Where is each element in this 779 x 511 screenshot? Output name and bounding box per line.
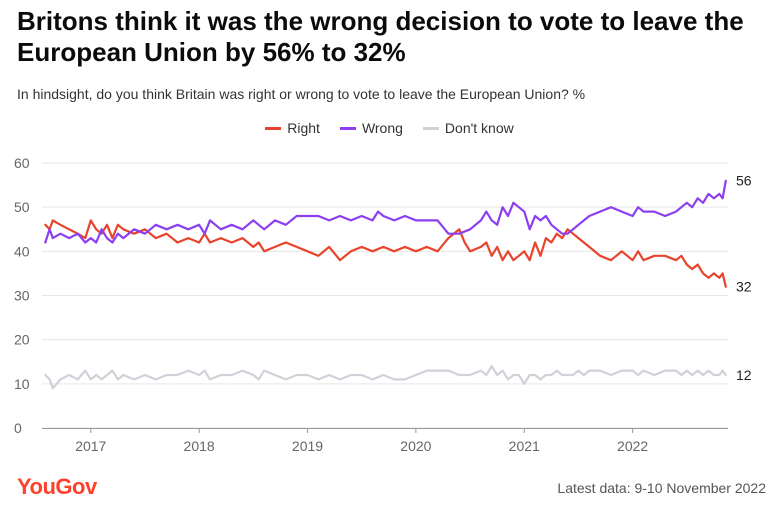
legend-item-dontknow[interactable]: Don't know xyxy=(422,120,514,136)
y-tick-label: 30 xyxy=(14,288,30,304)
x-tick-label: 2020 xyxy=(400,438,431,454)
series-line-right xyxy=(44,219,727,288)
x-tick-label: 2019 xyxy=(292,438,323,454)
legend-label-right: Right xyxy=(287,120,320,136)
x-tick-label: 2022 xyxy=(617,438,648,454)
x-tick-label: 2021 xyxy=(509,438,540,454)
series-line-dontknow xyxy=(44,365,727,390)
legend-swatch-dontknow xyxy=(422,126,439,130)
y-tick-label: 50 xyxy=(14,199,30,215)
y-tick-label: 20 xyxy=(14,332,30,348)
y-tick-label: 60 xyxy=(14,155,30,171)
chart-title: Britons think it was the wrong decision … xyxy=(17,6,744,67)
latest-data-note: Latest data: 9-10 November 2022 xyxy=(557,480,766,496)
legend-item-wrong[interactable]: Wrong xyxy=(339,120,403,136)
x-tick-label: 2018 xyxy=(184,438,215,454)
legend-label-wrong: Wrong xyxy=(361,120,403,136)
y-tick-label: 0 xyxy=(14,420,22,436)
legend-swatch-wrong xyxy=(339,126,356,130)
y-tick-label: 40 xyxy=(14,243,30,259)
legend-label-dontknow: Don't know xyxy=(444,120,514,136)
end-label-dontknow: 12 xyxy=(736,367,752,383)
end-label-wrong: 56 xyxy=(736,173,752,189)
legend: Right Wrong Don't know xyxy=(0,120,779,136)
series-line-wrong xyxy=(44,179,727,244)
legend-item-right[interactable]: Right xyxy=(265,120,320,136)
yougov-logo: YouGov xyxy=(17,474,97,499)
end-label-right: 32 xyxy=(736,279,752,295)
chart-subtitle: In hindsight, do you think Britain was r… xyxy=(17,86,586,102)
y-tick-label: 10 xyxy=(14,376,30,392)
x-tick-label: 2017 xyxy=(75,438,106,454)
legend-swatch-right xyxy=(265,126,282,130)
